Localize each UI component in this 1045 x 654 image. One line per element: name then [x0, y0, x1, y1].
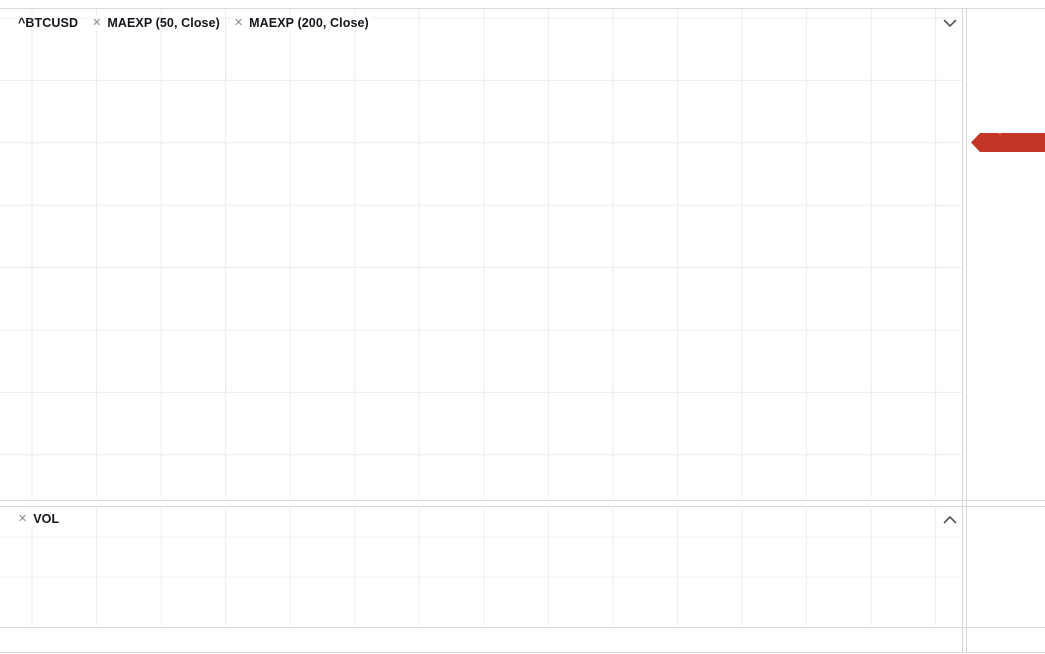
time-axis-separator: [0, 627, 1045, 628]
price-axis[interactable]: 9,244.46 8,526.36 23K: [968, 0, 1045, 654]
ma50-label: MAEXP (50, Close): [107, 16, 220, 30]
price-axis-separator: [962, 8, 963, 652]
volume-badge: 23K: [989, 599, 1012, 614]
close-icon[interactable]: ✕: [92, 16, 102, 29]
last-price-badge: 9,244.46: [991, 120, 1039, 135]
pane-separator-bottom[interactable]: [0, 506, 1045, 507]
chevron-down-icon[interactable]: [940, 15, 960, 31]
chart-legend: ^BTCUSD ✕ MAEXP (50, Close) ✕ MAEXP (200…: [14, 15, 373, 31]
close-icon[interactable]: ✕: [233, 16, 244, 29]
legend-symbol: ^BTCUSD: [14, 15, 83, 31]
time-axis[interactable]: [0, 627, 962, 654]
ma200-label: MAEXP (200, Close): [249, 16, 369, 30]
pane-separator-top[interactable]: [0, 500, 1045, 501]
ma200-price-badge: 8,526.36: [991, 165, 1039, 180]
legend-ma200: ✕ MAEXP (200, Close): [229, 15, 373, 31]
chevron-up-icon[interactable]: [940, 512, 960, 528]
top-border: [0, 8, 1045, 9]
price-axis-separator-inner: [966, 8, 967, 652]
price-chart-canvas[interactable]: [0, 0, 962, 654]
bottom-border: [0, 652, 1045, 653]
gridlines: [0, 8, 962, 625]
partially-hidden-price-badge: [971, 133, 1045, 152]
legend-ma50: ✕ MAEXP (50, Close): [88, 15, 224, 31]
volume-legend: ✕ VOL: [14, 511, 64, 527]
close-icon[interactable]: ✕: [18, 512, 28, 525]
vol-label: VOL: [33, 512, 60, 526]
symbol-label: ^BTCUSD: [18, 16, 79, 30]
legend-vol: ✕ VOL: [14, 511, 64, 527]
